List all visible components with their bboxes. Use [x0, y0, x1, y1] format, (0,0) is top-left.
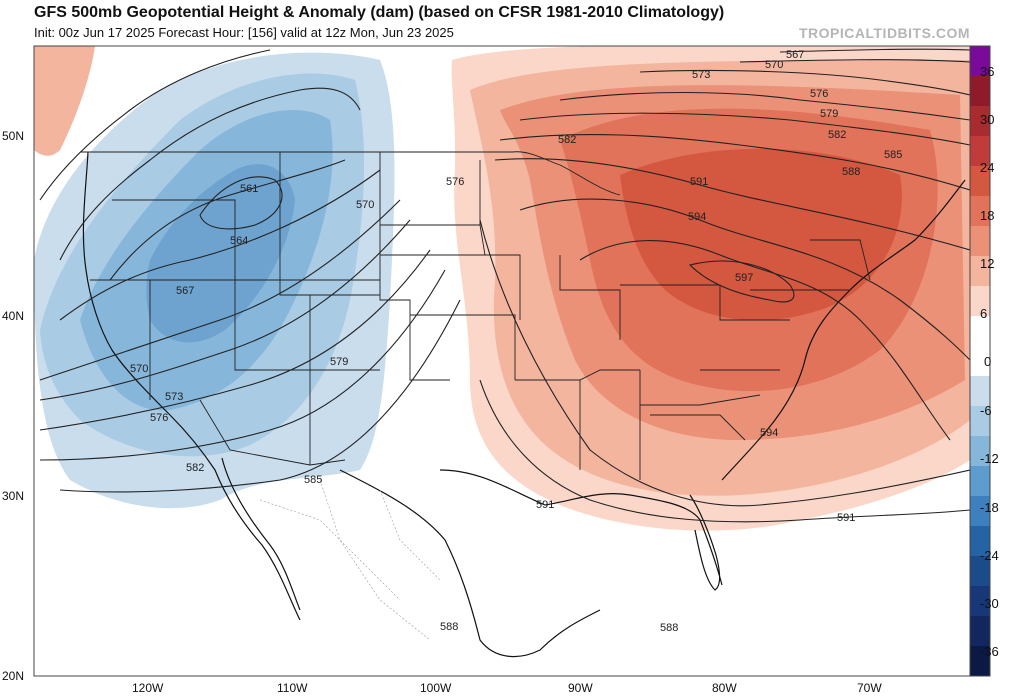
colorbar-label: -6 — [980, 403, 992, 418]
colorbar-swatch — [970, 76, 990, 107]
colorbar-swatch — [970, 166, 990, 197]
contour-label: 585 — [304, 474, 322, 486]
colorbar-label: 36 — [980, 64, 994, 79]
contour-label: 585 — [884, 149, 902, 161]
contour-label: 579 — [330, 356, 348, 368]
contour-label: 576 — [150, 412, 168, 424]
colorbar-swatch — [970, 586, 990, 617]
mexico-borders — [259, 479, 441, 641]
colorbar-frame — [969, 45, 991, 677]
contour-label: 579 — [820, 108, 838, 120]
colorbar-swatch — [970, 136, 990, 167]
warm-anomaly-24 — [620, 148, 902, 321]
colorbar-swatch — [970, 46, 990, 77]
contour-label: 582 — [186, 462, 204, 474]
colorbar-swatch — [970, 286, 990, 317]
contour-label: 576 — [810, 88, 828, 100]
contour-label: 573 — [692, 69, 710, 81]
colorbar-swatch — [970, 256, 990, 287]
colorbar-label: 6 — [980, 306, 987, 321]
contour-label: 564 — [230, 235, 248, 247]
contour-label: 567 — [176, 285, 194, 297]
colorbar-swatch — [970, 376, 990, 407]
map-title: GFS 500mb Geopotential Height & Anomaly … — [34, 4, 725, 21]
contour-label: 588 — [440, 621, 458, 633]
lat-label-30n: 30N — [2, 489, 24, 503]
colorbar-swatch — [970, 496, 990, 527]
us-canada-border — [80, 151, 621, 196]
colorbar-swatch — [970, 436, 990, 467]
contour-label: 573 — [165, 391, 183, 403]
colorbar-swatch — [970, 556, 990, 587]
height-contours — [39, 48, 970, 523]
contour-label: 591 — [536, 499, 554, 511]
contour-label: 570 — [765, 59, 783, 71]
lon-label-70w: 70W — [857, 681, 882, 695]
lon-label-100w: 100W — [420, 681, 452, 695]
colorbar-labels: 36 30 24 18 12 6 0 -6 -12 -18 -24 -30 -3… — [980, 64, 999, 659]
colorbar-label: -24 — [980, 548, 999, 563]
contour-label: 594 — [688, 211, 706, 223]
colorbar-label: 0 — [984, 354, 991, 369]
contour-label: 582 — [558, 134, 576, 146]
borders — [80, 151, 871, 480]
lon-label-90w: 90W — [568, 681, 593, 695]
contour-labels: 567 570 573 576 579 582 582 585 588 591 … — [130, 49, 902, 634]
contour-label: 588 — [660, 622, 678, 634]
colorbar-swatch — [970, 406, 990, 437]
contour-label: 588 — [842, 166, 860, 178]
colorbar-swatch — [970, 466, 990, 497]
contour-label: 591 — [837, 512, 855, 524]
colorbar-swatch — [970, 616, 990, 647]
contour-label: 591 — [690, 176, 708, 188]
colorbar-label: -36 — [980, 644, 999, 659]
anomaly-layer — [34, 46, 970, 531]
colorbar-swatch — [970, 226, 990, 257]
latitude-labels: 50N 40N 30N 20N — [2, 129, 24, 683]
contour-label: 582 — [828, 129, 846, 141]
colorbar-label: -12 — [980, 451, 999, 466]
contour-label: 594 — [760, 427, 778, 439]
colorbar-label: 12 — [980, 256, 994, 271]
lon-label-110w: 110W — [277, 681, 308, 695]
lat-label-20n: 20N — [2, 669, 24, 683]
contour-label: 576 — [446, 176, 464, 188]
colorbar-swatch — [970, 316, 990, 347]
anomaly-colorbar — [969, 45, 991, 677]
brand-watermark: TROPICALTIDBITS.COM — [798, 25, 970, 41]
contour-label: 597 — [735, 272, 753, 284]
warm-anomaly-nw — [34, 46, 95, 156]
lon-label-80w: 80W — [712, 681, 737, 695]
contour-label: 561 — [240, 183, 258, 195]
lat-label-40n: 40N — [2, 309, 24, 323]
lat-label-50n: 50N — [2, 129, 24, 143]
colorbar-label: 30 — [980, 112, 994, 127]
contour-label: 567 — [786, 49, 804, 61]
cool-anomaly-18 — [146, 164, 295, 343]
contour-label: 570 — [130, 363, 148, 375]
longitude-labels: 120W 110W 100W 90W 80W 70W — [132, 681, 882, 695]
colorbar-swatch — [970, 646, 990, 677]
lon-label-120w: 120W — [132, 681, 164, 695]
coastlines — [82, 151, 966, 658]
colorbar-label: -30 — [980, 596, 999, 611]
forecast-info: Init: 00z Jun 17 2025 Forecast Hour: [15… — [34, 25, 454, 40]
colorbar-swatch — [970, 196, 990, 227]
colorbar-swatch — [970, 526, 990, 557]
contour-label: 570 — [356, 199, 374, 211]
colorbar-swatch — [970, 346, 990, 377]
colorbar-label: 18 — [980, 208, 994, 223]
colorbar-label: 24 — [980, 160, 994, 175]
colorbar-label: -18 — [980, 500, 999, 515]
colorbar-swatch — [970, 106, 990, 137]
